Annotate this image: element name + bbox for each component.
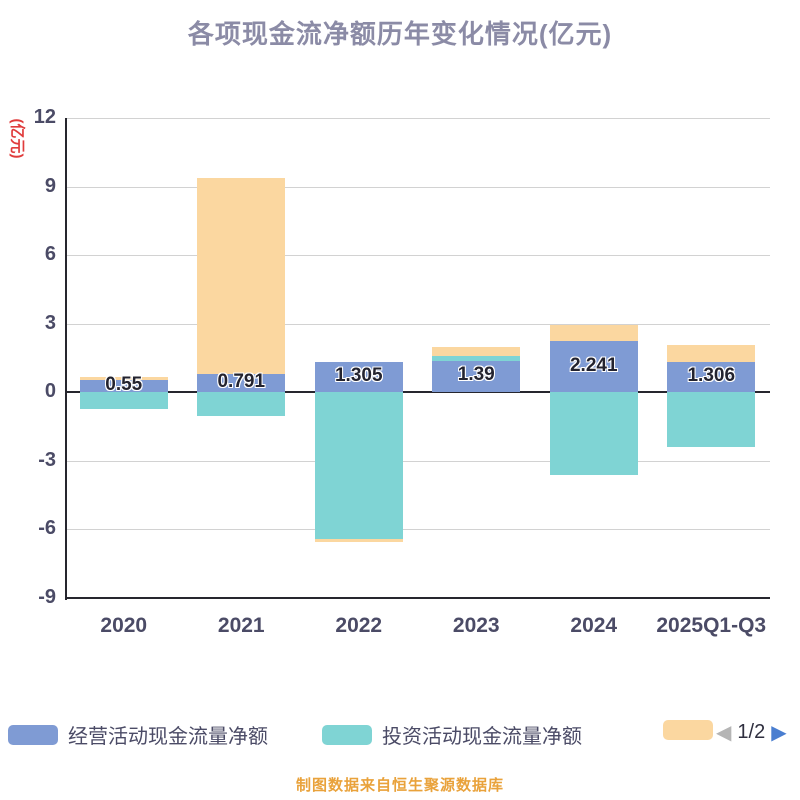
- x-axis-label: 2023: [452, 614, 500, 637]
- source-note: 制图数据来自恒生聚源数据库: [295, 777, 504, 794]
- y-tick-label: -9: [38, 586, 56, 608]
- gridline: [65, 186, 770, 188]
- bar-segment-series2: [432, 355, 521, 361]
- bar-segment-series2: [197, 392, 286, 417]
- bar-value-label: 2.241: [569, 354, 618, 376]
- bar-segment-series2: [79, 392, 168, 410]
- y-tick-label: 9: [44, 174, 56, 197]
- gridline: [65, 118, 770, 119]
- bar-segment-series2: [549, 392, 638, 475]
- legend-pager-next-icon[interactable]: ▶: [771, 721, 787, 744]
- y-tick-label: 0: [44, 380, 56, 403]
- bar-segment-series3: [667, 345, 756, 363]
- zero-axis-line: [65, 391, 770, 394]
- bar-value-label: 0.791: [217, 371, 266, 393]
- y-tick-label: 6: [44, 243, 56, 266]
- bar-segment-series3: [549, 325, 638, 342]
- gridline: [65, 323, 770, 325]
- chart-title: 各项现金流净额历年变化情况(亿元): [187, 19, 613, 49]
- bar-segment-series1: [432, 360, 521, 393]
- y-tick-label: -6: [38, 517, 56, 540]
- y-tick-label: -3: [38, 448, 56, 471]
- legend-swatch-investing: [322, 724, 372, 745]
- bar-segment-series1: [549, 341, 638, 393]
- legend-pager-prev-icon[interactable]: ◀: [716, 721, 732, 744]
- bar-segment-series1: [79, 379, 168, 393]
- legend-pager-page-indicator: 1/2: [737, 720, 766, 743]
- legend: 经营活动现金流量净额 投资活动现金流量净额 ◀ 1/2 ▶: [0, 720, 800, 750]
- legend-swatch-operating: [8, 724, 58, 745]
- bar-segment-series3: [197, 177, 286, 375]
- x-axis-label: 2024: [570, 614, 618, 637]
- bar-segment-series2: [667, 392, 756, 448]
- legend-item-financing[interactable]: [663, 720, 723, 740]
- legend-label-operating: 经营活动现金流量净额: [68, 726, 268, 748]
- bar-segment-series3: [432, 346, 521, 356]
- bar-value-label: 1.306: [687, 365, 736, 387]
- y-axis-line: [65, 118, 67, 600]
- gridline: [65, 597, 770, 599]
- x-axis-label: 2021: [217, 614, 265, 637]
- x-axis-label: 2022: [335, 614, 383, 637]
- bar-segment-series3: [79, 377, 168, 380]
- bar-segment-series2: [314, 392, 403, 539]
- bar-segment-series1: [314, 362, 403, 393]
- bar-segment-series1: [667, 362, 756, 393]
- legend-label-investing: 投资活动现金流量净额: [382, 726, 582, 748]
- bar-value-label: 1.305: [334, 365, 383, 387]
- legend-swatch-financing: [663, 720, 713, 740]
- x-axis-label: 2020: [100, 614, 148, 637]
- legend-pager: ◀ 1/2 ▶: [716, 720, 787, 744]
- legend-item-operating[interactable]: 经营活动现金流量净额: [8, 720, 268, 749]
- y-axis-tick-labels: 12 9 6 3 0 -3 -6 -9: [0, 106, 56, 608]
- bar-segment-series1: [197, 374, 286, 393]
- y-tick-label: 12: [33, 106, 56, 128]
- bar-value-label: 1.39: [457, 364, 495, 386]
- bar-value-label: 0.55: [105, 374, 143, 395]
- plot-area: 2020 0.55 2021 0.791 2022 1.305 2023 1.39 2024 2.…: [65, 118, 770, 637]
- y-tick-label: 3: [44, 311, 56, 334]
- legend-item-investing[interactable]: 投资活动现金流量净额: [322, 720, 582, 749]
- gridline: [65, 529, 770, 531]
- x-axis-label: 2025Q1-Q3: [656, 614, 767, 637]
- bar-segment-series3: [314, 538, 403, 542]
- gridline: [65, 460, 770, 462]
- gridline: [65, 255, 770, 257]
